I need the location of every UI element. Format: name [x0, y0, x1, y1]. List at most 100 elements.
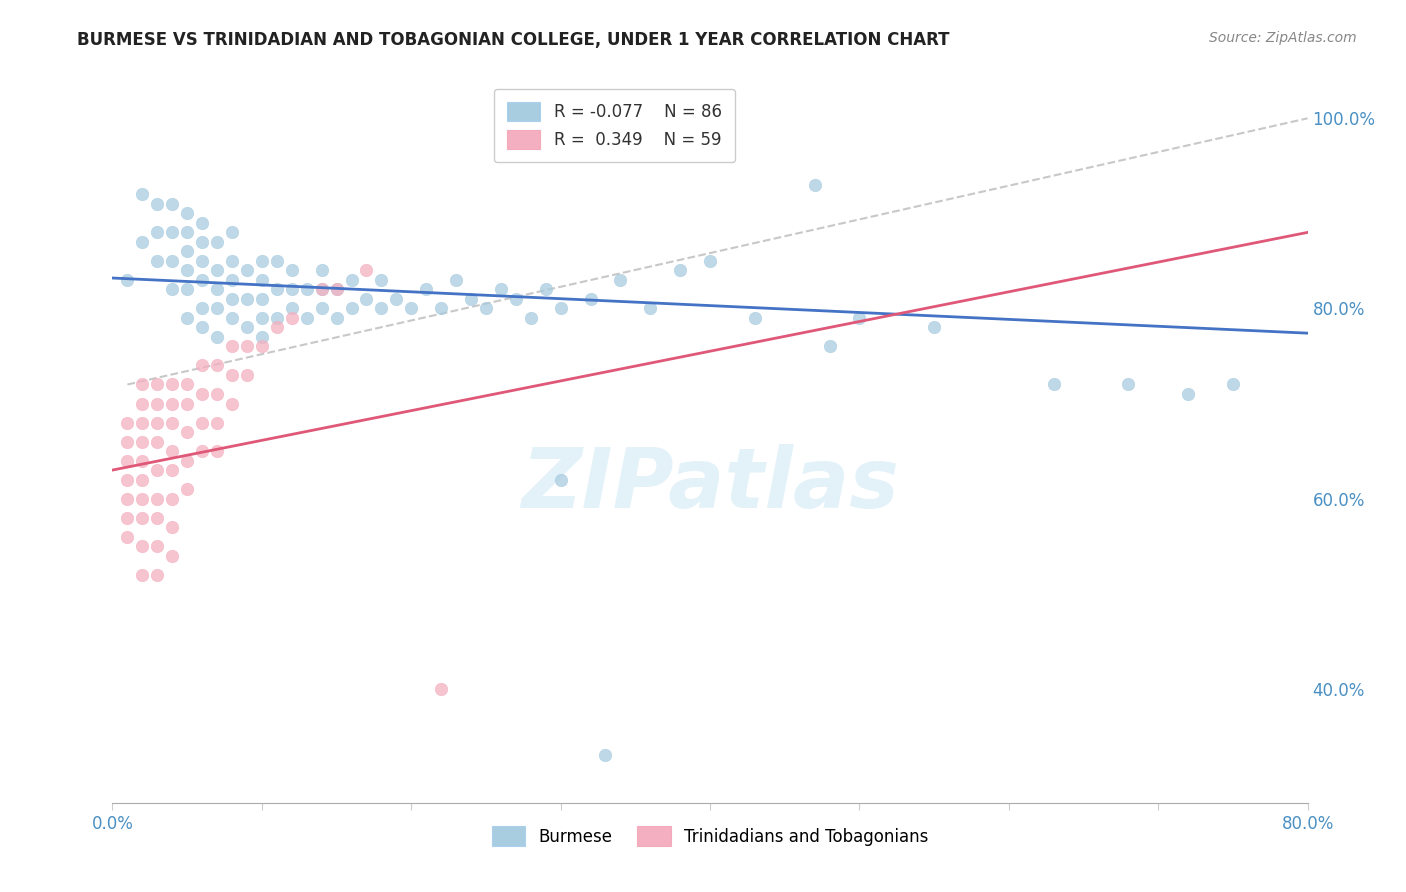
Point	[205, 235, 228, 249]
Point	[131, 434, 153, 449]
Point	[162, 197, 183, 211]
Point	[162, 463, 183, 477]
Point	[191, 254, 214, 268]
Point	[401, 301, 423, 316]
Point	[744, 310, 766, 325]
Point	[221, 226, 243, 240]
Point	[205, 359, 228, 373]
Point	[1118, 377, 1140, 392]
Point	[475, 301, 498, 316]
Point	[205, 282, 228, 296]
Point	[221, 310, 243, 325]
Point	[176, 226, 198, 240]
Point	[205, 444, 228, 458]
Point	[221, 368, 243, 382]
Point	[609, 273, 631, 287]
Point	[266, 282, 288, 296]
Point	[922, 320, 945, 334]
Point	[848, 310, 870, 325]
Point	[699, 254, 721, 268]
Point	[191, 444, 214, 458]
Point	[803, 178, 825, 192]
Point	[311, 301, 333, 316]
Point	[176, 244, 198, 259]
Point	[250, 254, 273, 268]
Point	[236, 292, 259, 306]
Point	[205, 416, 228, 430]
Point	[281, 263, 304, 277]
Point	[146, 539, 169, 553]
Point	[131, 235, 153, 249]
Point	[250, 330, 273, 344]
Point	[131, 510, 153, 524]
Point	[505, 292, 527, 306]
Point	[205, 263, 228, 277]
Point	[162, 377, 183, 392]
Point	[162, 549, 183, 563]
Point	[281, 310, 304, 325]
Point	[1222, 377, 1244, 392]
Point	[146, 416, 169, 430]
Point	[221, 292, 243, 306]
Point	[176, 425, 198, 439]
Point	[266, 320, 288, 334]
Point	[162, 520, 183, 534]
Point	[221, 339, 243, 353]
Point	[131, 396, 153, 410]
Point	[176, 482, 198, 496]
Point	[146, 491, 169, 506]
Point	[356, 263, 378, 277]
Point	[131, 473, 153, 487]
Text: ZIPatlas: ZIPatlas	[522, 444, 898, 525]
Point	[311, 263, 333, 277]
Point	[117, 273, 139, 287]
Point	[176, 263, 198, 277]
Point	[117, 473, 139, 487]
Point	[191, 387, 214, 401]
Point	[205, 301, 228, 316]
Point	[550, 473, 572, 487]
Point	[250, 310, 273, 325]
Point	[221, 396, 243, 410]
Point	[176, 282, 198, 296]
Point	[146, 254, 169, 268]
Point	[295, 310, 318, 325]
Point	[131, 416, 153, 430]
Point	[162, 254, 183, 268]
Point	[221, 273, 243, 287]
Point	[146, 197, 169, 211]
Point	[176, 453, 198, 467]
Point	[356, 292, 378, 306]
Point	[520, 310, 543, 325]
Point	[191, 273, 214, 287]
Point	[117, 530, 139, 544]
Point	[191, 216, 214, 230]
Point	[146, 510, 169, 524]
Point	[191, 235, 214, 249]
Point	[534, 282, 557, 296]
Point	[221, 254, 243, 268]
Point	[340, 273, 363, 287]
Point	[176, 396, 198, 410]
Point	[325, 282, 347, 296]
Point	[162, 282, 183, 296]
Point	[415, 282, 437, 296]
Point	[162, 416, 183, 430]
Point	[579, 292, 602, 306]
Point	[162, 396, 183, 410]
Point	[131, 491, 153, 506]
Point	[250, 292, 273, 306]
Point	[370, 301, 392, 316]
Point	[131, 187, 153, 202]
Point	[162, 491, 183, 506]
Point	[146, 396, 169, 410]
Point	[236, 320, 259, 334]
Point	[146, 377, 169, 392]
Point	[117, 510, 139, 524]
Point	[640, 301, 662, 316]
Point	[191, 416, 214, 430]
Point	[146, 463, 169, 477]
Point	[205, 387, 228, 401]
Point	[117, 453, 139, 467]
Point	[266, 254, 288, 268]
